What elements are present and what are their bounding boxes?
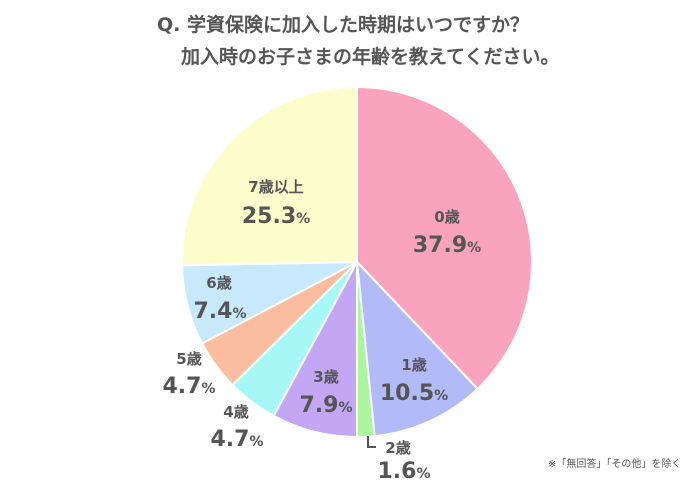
slice-value-4-years: 4.7%: [210, 427, 263, 452]
slice-label-0-years: 0歳: [434, 208, 459, 226]
chart-title-line-1: Q. 学資保険に加入した時期はいつですか？: [157, 14, 529, 36]
slice-label-2-years: 2歳: [385, 439, 410, 457]
slice-label-7-plus-years: 7歳以上: [248, 178, 303, 196]
pie-slice-1-year: [355, 259, 480, 438]
slice-label-4-years: 4歳: [223, 403, 248, 421]
chart-title-line-2: 加入時のお子さまの年齢を教えてください。: [181, 46, 560, 68]
slice-label-3-years: 3歳: [313, 368, 338, 386]
footnote: ※「無回答」「その他」を除く: [548, 459, 682, 470]
slice-label-1-year: 1歳: [401, 356, 426, 374]
pie-slices: [181, 85, 533, 439]
slice-label-5-years: 5歳: [176, 350, 201, 368]
leader-line-2-years: [367, 436, 376, 448]
pie-labels: 0歳 37.9% 1歳 10.5% 2歳 1.6% 3歳 7.9% 4歳 4.7% 5歳 4.7% 6歳…: [162, 178, 481, 484]
slice-value-5-years: 4.7%: [162, 374, 215, 399]
pie-slice-0-years: [356, 85, 533, 391]
pie-slice-7-plus-years: [181, 85, 358, 267]
slice-label-6-years: 6歳: [206, 274, 231, 292]
slice-value-6-years: 7.4%: [193, 299, 246, 324]
slice-value-2-years: 1.6%: [377, 459, 430, 484]
slice-value-3-years: 7.9%: [299, 393, 352, 418]
slice-value-0-years: 37.9%: [413, 233, 481, 258]
slice-value-7-plus-years: 25.3%: [242, 204, 310, 229]
slice-value-1-year: 10.5%: [380, 381, 448, 406]
